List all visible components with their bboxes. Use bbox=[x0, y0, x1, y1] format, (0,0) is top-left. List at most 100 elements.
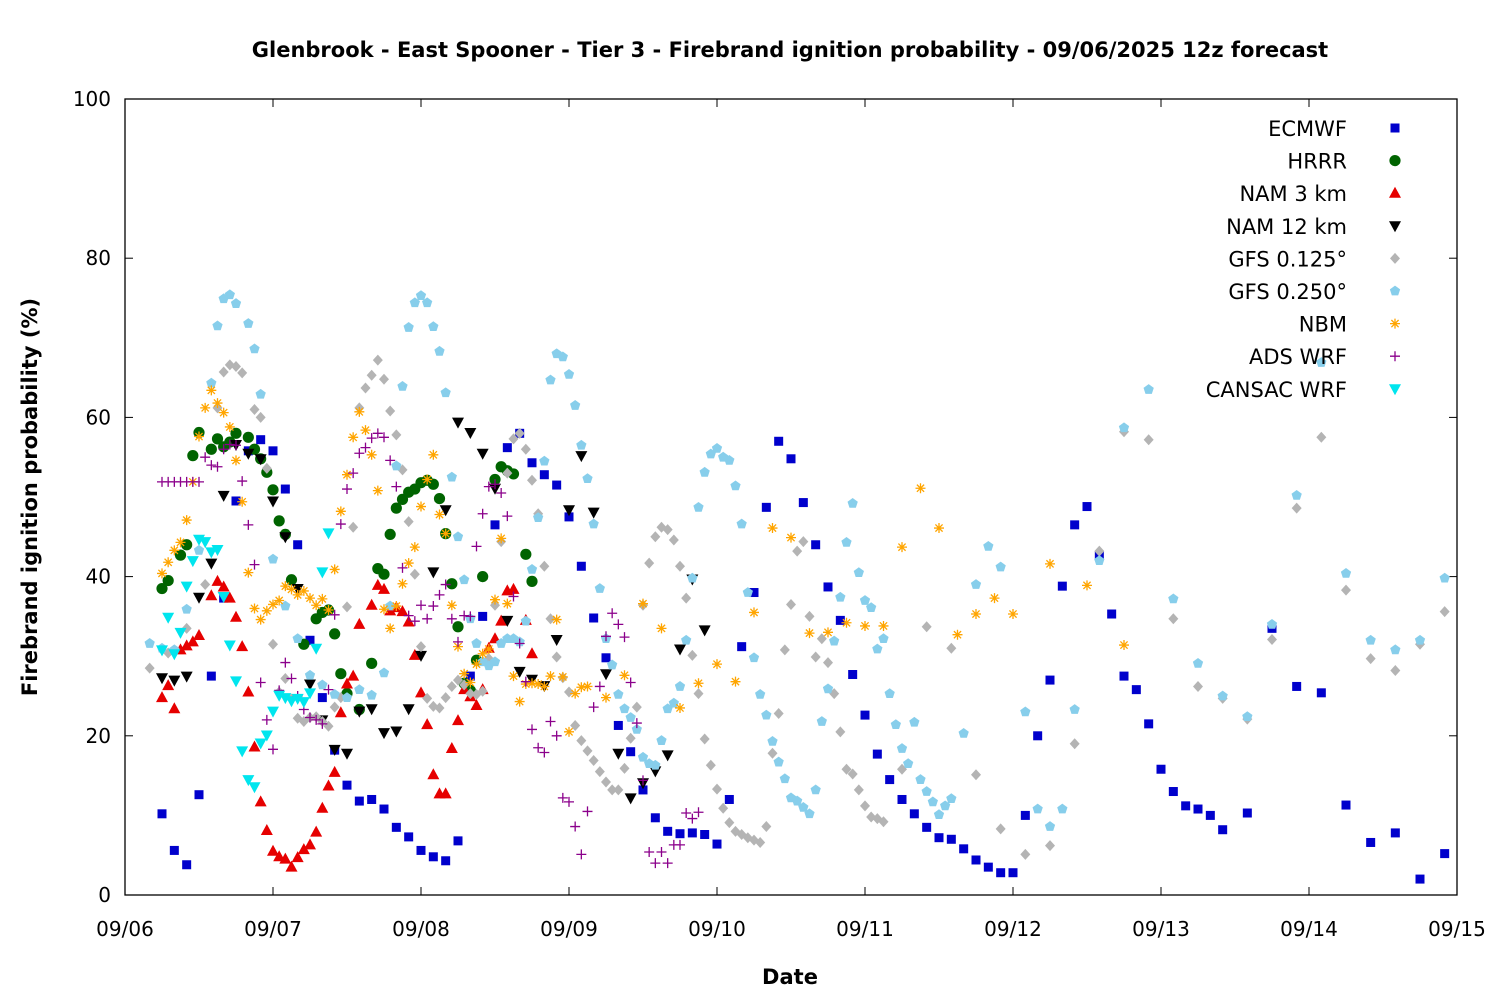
data-point bbox=[507, 582, 520, 594]
data-point bbox=[792, 545, 803, 557]
data-point bbox=[218, 444, 229, 455]
data-point bbox=[180, 639, 193, 651]
chart-title: Glenbrook - East Spooner - Tier 3 - Fire… bbox=[252, 38, 1328, 62]
data-point bbox=[477, 685, 488, 697]
data-point bbox=[508, 671, 519, 682]
data-point bbox=[416, 501, 426, 512]
data-point bbox=[495, 614, 508, 626]
legend-label: CANSAC WRF bbox=[1206, 378, 1347, 402]
data-point bbox=[1291, 502, 1302, 514]
data-point bbox=[675, 829, 685, 839]
data-point bbox=[625, 712, 636, 722]
data-point bbox=[1118, 422, 1130, 433]
data-point bbox=[576, 682, 587, 693]
data-point bbox=[860, 800, 870, 812]
data-point bbox=[582, 473, 593, 484]
data-point bbox=[249, 559, 260, 570]
data-point bbox=[712, 839, 722, 849]
data-point bbox=[1440, 849, 1450, 859]
data-point bbox=[507, 468, 520, 480]
data-point bbox=[909, 809, 919, 819]
data-point bbox=[1218, 825, 1228, 835]
data-point bbox=[459, 610, 470, 621]
data-point bbox=[526, 575, 538, 587]
data-point bbox=[601, 692, 611, 703]
data-point bbox=[317, 593, 328, 604]
data-point bbox=[773, 756, 784, 767]
data-point bbox=[934, 523, 944, 534]
data-point bbox=[236, 640, 249, 652]
data-point bbox=[304, 838, 316, 850]
data-point bbox=[304, 669, 316, 680]
data-point bbox=[353, 617, 366, 629]
data-point bbox=[305, 635, 315, 645]
data-point bbox=[268, 638, 278, 650]
data-point bbox=[452, 714, 464, 726]
data-point bbox=[353, 706, 366, 718]
data-point bbox=[217, 580, 230, 592]
data-point bbox=[441, 856, 451, 866]
data-point bbox=[526, 647, 538, 659]
data-point bbox=[501, 615, 514, 627]
data-point bbox=[897, 794, 907, 804]
data-point bbox=[650, 759, 661, 770]
data-point bbox=[563, 505, 575, 517]
data-point bbox=[576, 735, 587, 747]
x-axis-title: Date bbox=[762, 965, 818, 989]
data-point bbox=[205, 558, 218, 570]
data-point bbox=[1340, 568, 1352, 578]
data-point bbox=[311, 714, 322, 725]
data-point bbox=[903, 758, 914, 769]
data-point bbox=[1069, 738, 1080, 750]
data-point bbox=[268, 744, 278, 755]
data-point bbox=[724, 794, 734, 804]
data-point bbox=[452, 531, 464, 542]
data-point bbox=[1316, 688, 1326, 698]
data-point bbox=[439, 505, 452, 517]
data-point bbox=[280, 657, 291, 668]
data-point bbox=[1193, 804, 1203, 814]
data-point bbox=[267, 484, 279, 496]
data-point bbox=[1131, 685, 1141, 695]
data-point bbox=[335, 519, 346, 530]
data-point bbox=[230, 610, 242, 622]
data-point bbox=[261, 605, 272, 616]
data-point bbox=[267, 706, 279, 718]
data-point bbox=[624, 793, 637, 805]
data-point bbox=[1094, 545, 1105, 557]
data-point bbox=[465, 611, 476, 622]
data-point bbox=[878, 620, 889, 631]
data-point bbox=[371, 578, 384, 590]
data-point bbox=[409, 568, 420, 580]
data-point bbox=[601, 653, 611, 663]
data-point bbox=[589, 613, 599, 623]
data-point bbox=[360, 442, 371, 453]
data-point bbox=[205, 443, 217, 455]
data-point bbox=[1119, 640, 1129, 651]
data-point bbox=[453, 636, 463, 647]
data-point bbox=[786, 454, 796, 464]
data-point bbox=[187, 450, 199, 462]
data-point bbox=[527, 678, 537, 689]
data-point bbox=[403, 610, 414, 621]
data-point bbox=[896, 743, 908, 753]
data-point bbox=[298, 585, 309, 596]
data-point bbox=[607, 784, 618, 796]
data-point bbox=[687, 813, 698, 824]
data-point bbox=[237, 367, 248, 379]
data-point bbox=[564, 796, 574, 807]
data-point bbox=[557, 351, 568, 362]
data-point bbox=[995, 561, 1006, 572]
data-point bbox=[199, 537, 212, 549]
data-point bbox=[755, 836, 766, 848]
data-point bbox=[453, 836, 463, 846]
x-tick-label: 09/11 bbox=[836, 917, 894, 941]
data-point bbox=[378, 582, 390, 594]
data-point bbox=[415, 650, 427, 662]
data-point bbox=[1193, 680, 1203, 692]
x-tick-label: 09/13 bbox=[1132, 917, 1190, 941]
data-point bbox=[761, 709, 772, 720]
data-point bbox=[878, 633, 889, 644]
data-point bbox=[575, 451, 588, 463]
data-point bbox=[786, 532, 796, 543]
